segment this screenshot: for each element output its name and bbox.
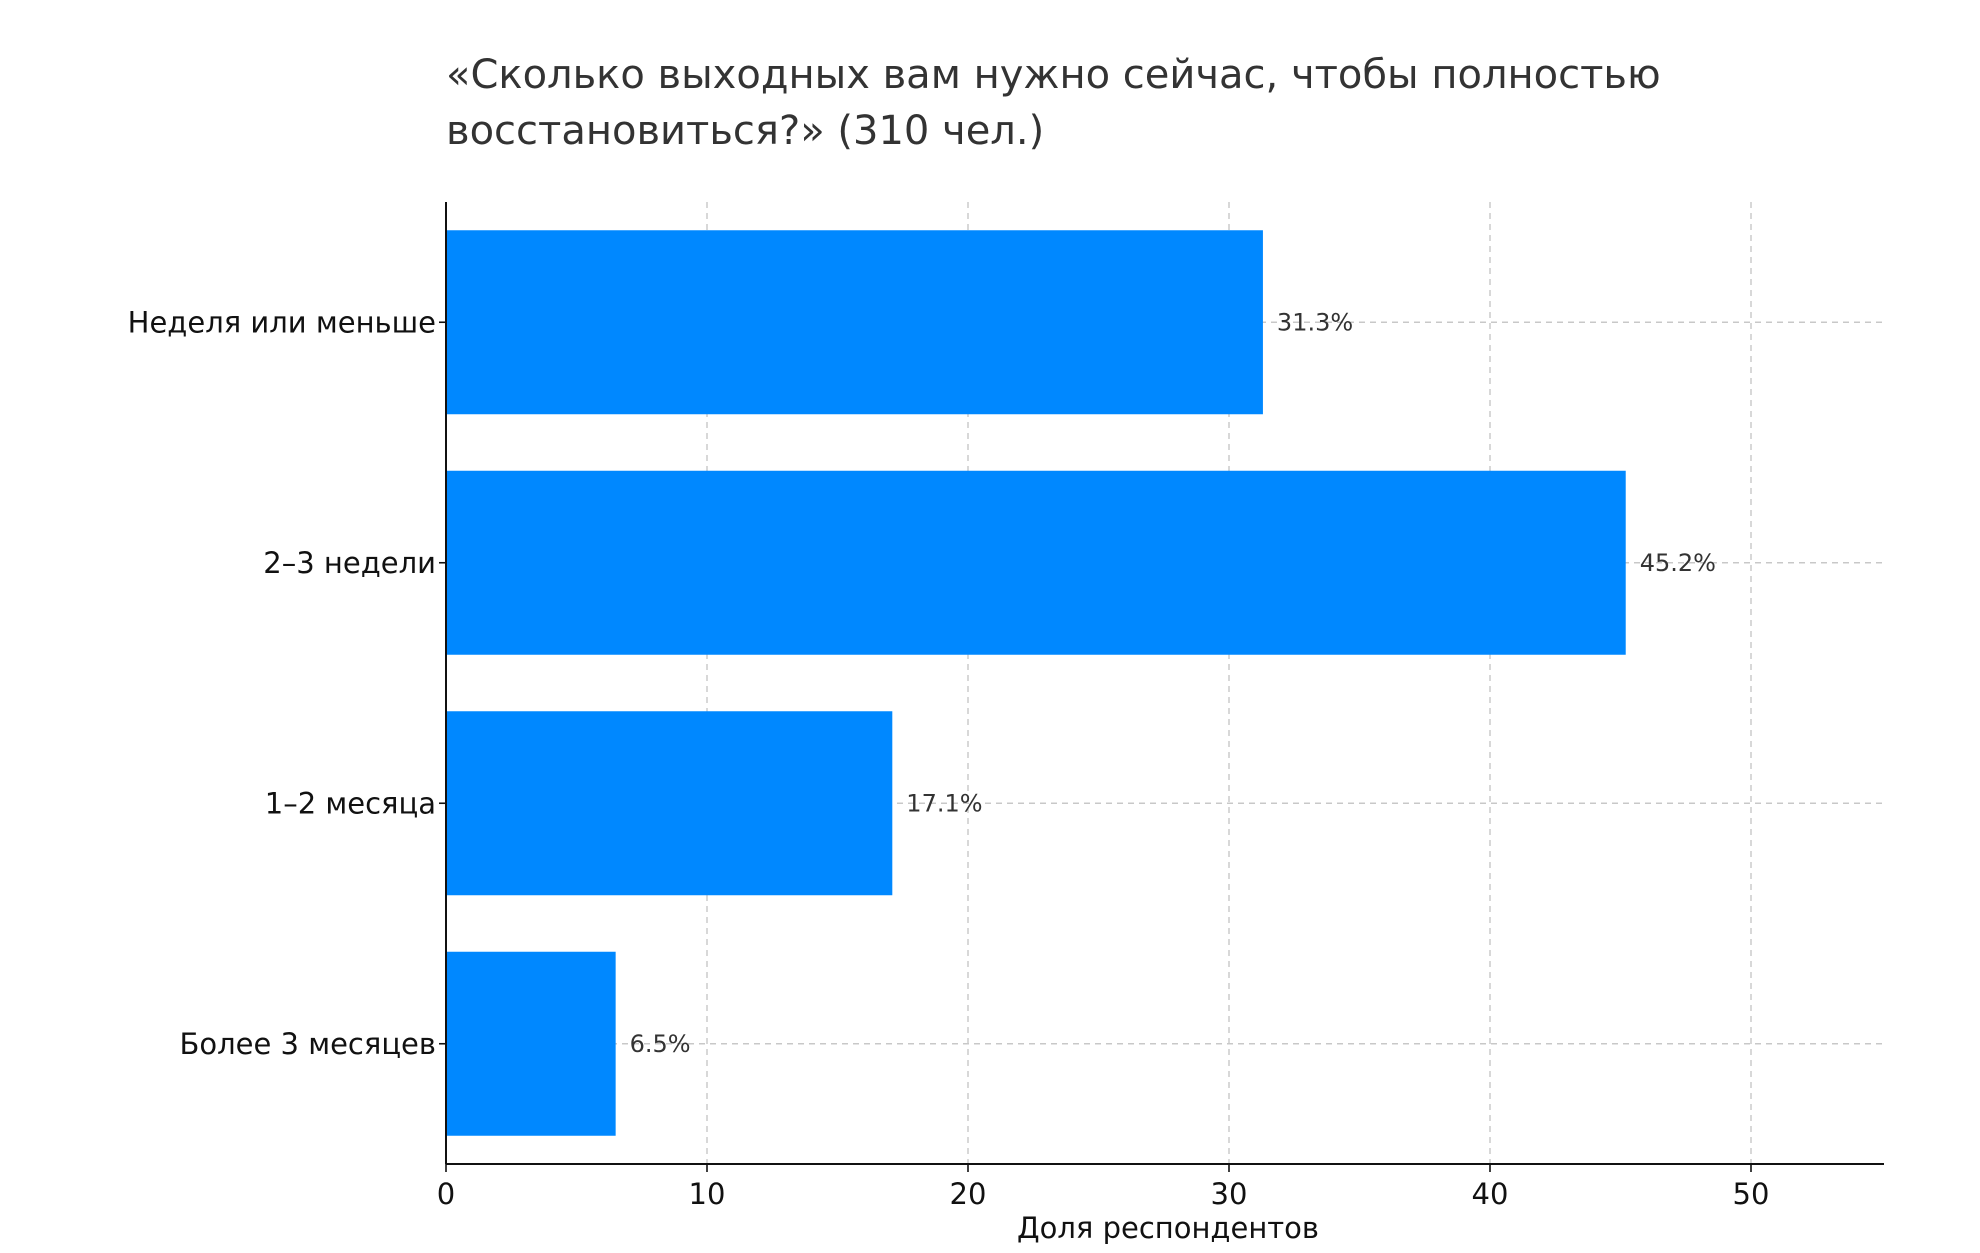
bar [446,470,1626,655]
x-tick-label: 40 [1472,1177,1509,1211]
chart-title-line-2: восстановиться?» (310 чел.) [446,108,1044,154]
x-tick-label: 50 [1733,1177,1770,1211]
bar-value-label: 17.1% [906,789,982,817]
chart-title: «Сколько выходных вам нужно сейчас, чтоб… [446,52,1673,154]
labels-layer: 31.3% Неделя или меньше 45.2% 2–3 недели 17.… [128,305,1770,1211]
x-tick-label: 20 [950,1177,987,1211]
bar [446,951,616,1136]
bar [446,711,893,896]
x-tick-label: 10 [689,1177,726,1211]
bar-value-label: 6.5% [630,1030,691,1058]
chart-title-line-1: «Сколько выходных вам нужно сейчас, чтоб… [446,52,1661,98]
axes-layer [439,202,1884,1172]
category-label: Неделя или меньше [128,305,436,339]
bar [446,230,1263,415]
x-tick-label: 0 [437,1177,455,1211]
x-tick-label: 30 [1211,1177,1248,1211]
x-axis-label: Доля респондентов [1017,1211,1319,1245]
bar-value-label: 45.2% [1640,549,1716,577]
bars-layer [446,230,1626,1136]
category-label: 2–3 недели [263,546,436,580]
category-label: Более 3 месяцев [179,1027,436,1061]
bar-value-label: 31.3% [1277,308,1353,336]
category-label: 1–2 месяца [265,786,436,820]
